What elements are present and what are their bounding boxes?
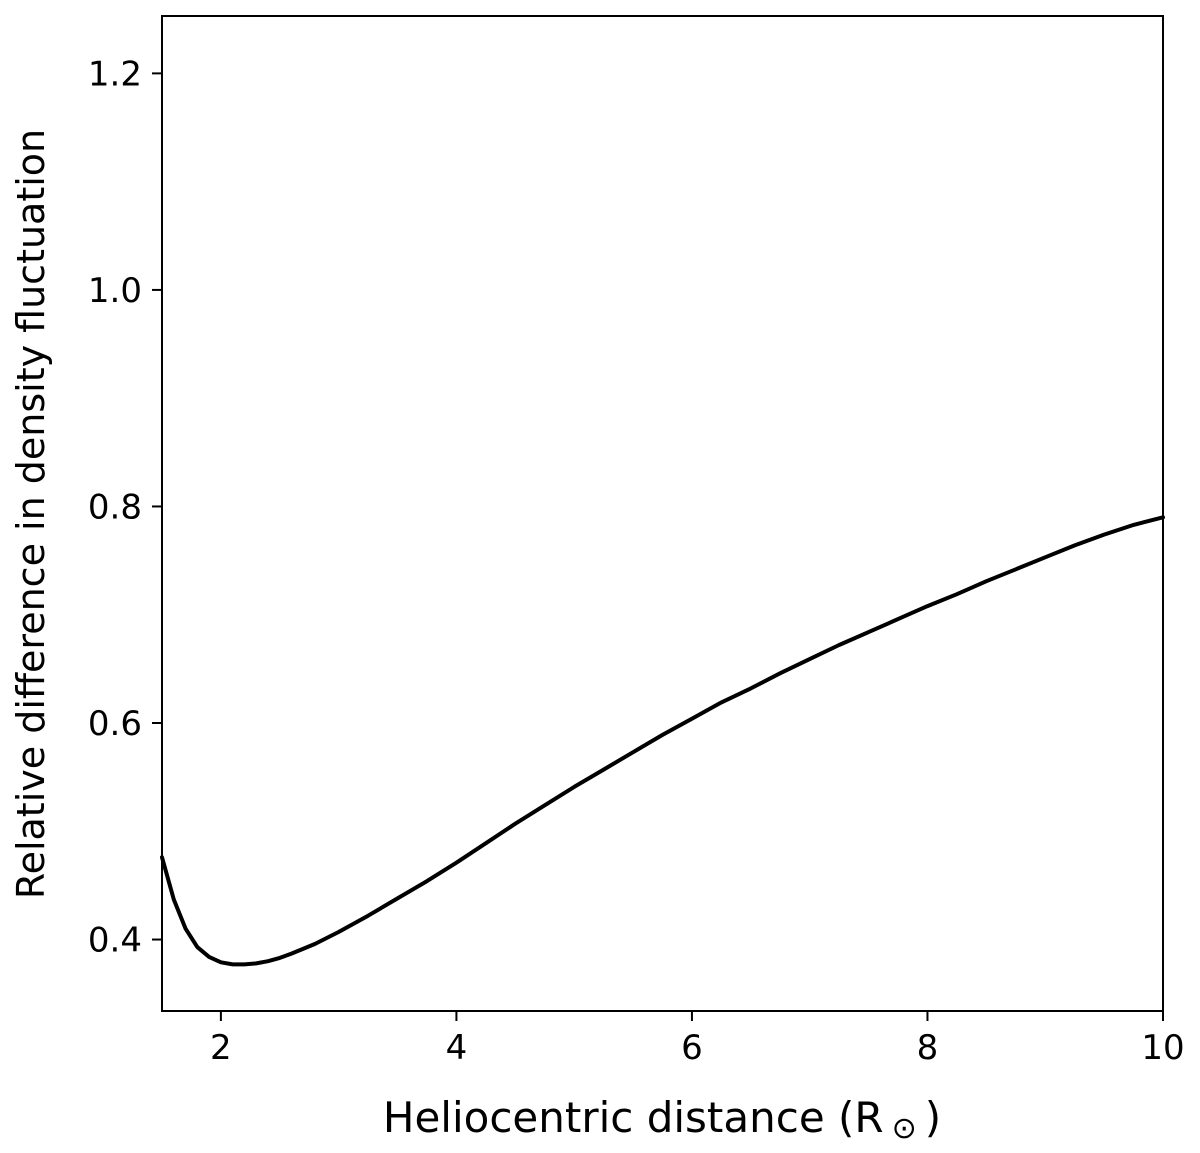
x-tick-label: 10 <box>1141 1028 1184 1068</box>
ticks-layer: 2 4 6 8 10 0.4 0.6 0.8 1.0 1.2 <box>88 54 1185 1068</box>
y-tick-label: 0.4 <box>88 921 142 961</box>
y-axis-label: Relative difference in density fluctuati… <box>9 129 53 899</box>
x-axis-label-text: Heliocentric distance (R <box>383 1093 884 1142</box>
x-axis-label-symbol: ⊙ <box>892 1111 917 1146</box>
x-tick-label: 2 <box>210 1028 232 1068</box>
x-tick-label: 8 <box>917 1028 939 1068</box>
y-tick-label: 0.6 <box>88 704 142 744</box>
y-tick-label: 1.0 <box>88 271 142 311</box>
y-tick-label: 0.8 <box>88 487 142 527</box>
x-axis-label: Heliocentric distance (R ⊙) <box>383 1093 941 1146</box>
y-tick-label: 1.2 <box>88 54 142 94</box>
x-tick-label: 6 <box>681 1028 703 1068</box>
x-axis-label-close: ) <box>925 1093 941 1142</box>
series-line <box>160 515 1165 967</box>
x-tick-label: 4 <box>446 1028 468 1068</box>
plot-area <box>161 15 1164 1012</box>
